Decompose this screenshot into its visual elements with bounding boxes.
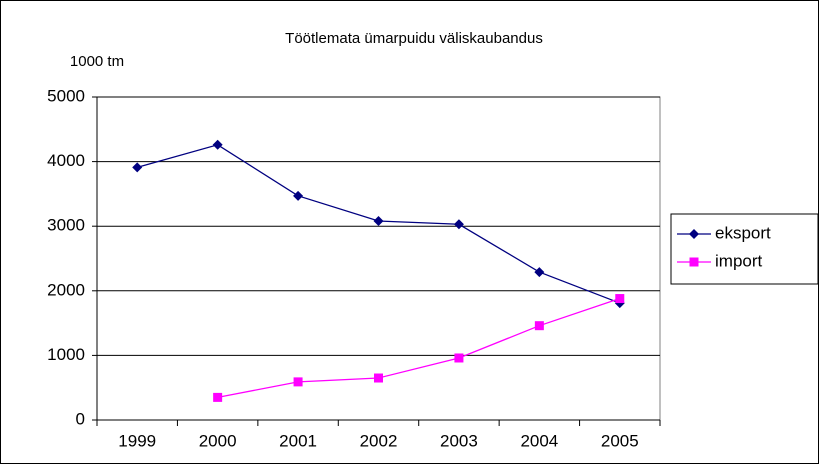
legend-label: eksport — [715, 223, 771, 242]
data-point — [534, 321, 544, 331]
x-tick-label: 2000 — [199, 431, 237, 450]
legend-box — [670, 213, 819, 285]
data-point — [374, 373, 383, 383]
legend-label: import — [715, 251, 763, 270]
data-point — [453, 219, 464, 230]
data-point — [132, 162, 143, 173]
x-tick-label: 2002 — [360, 431, 398, 450]
data-point — [213, 392, 223, 402]
y-tick-label: 3000 — [47, 216, 85, 235]
y-tick-label: 2000 — [47, 280, 85, 299]
y-tick-label: 0 — [76, 409, 85, 428]
x-tick-label: 2003 — [440, 431, 478, 450]
data-point — [373, 216, 384, 227]
data-point — [212, 139, 223, 150]
x-tick-label: 2001 — [279, 431, 317, 450]
legend-marker — [689, 229, 699, 239]
data-point — [534, 267, 545, 278]
y-tick-label: 4000 — [47, 151, 85, 170]
data-point — [615, 294, 625, 304]
plot-area — [96, 96, 661, 421]
legend-marker — [689, 257, 699, 267]
x-tick-label: 2004 — [520, 431, 558, 450]
y-axis-label: 1000 tm — [70, 53, 124, 70]
data-point — [293, 190, 304, 201]
x-tick-label: 2005 — [601, 431, 639, 450]
chart-title: Töötlemata ümarpuidu väliskaubandus — [285, 30, 543, 47]
y-tick-label: 1000 — [47, 345, 85, 364]
series-line — [217, 297, 620, 399]
x-tick-label: 1999 — [118, 431, 156, 450]
data-point — [293, 377, 303, 387]
y-tick-label: 5000 — [47, 86, 85, 105]
data-point — [454, 353, 464, 363]
